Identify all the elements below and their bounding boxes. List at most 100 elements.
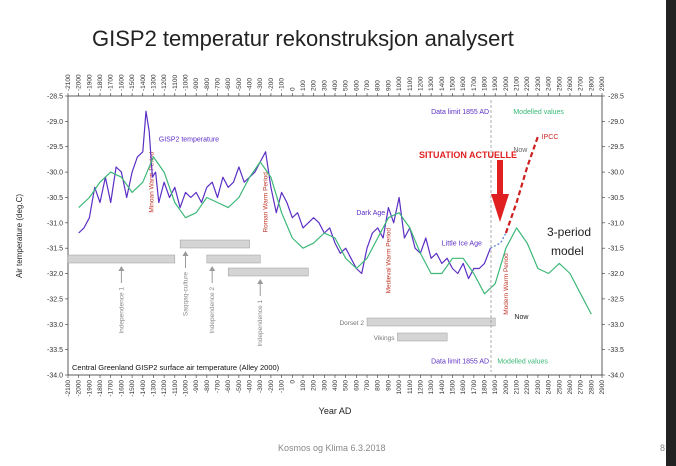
x-tick-label-top: -1100 — [172, 74, 179, 91]
x-tick-label: -1900 — [86, 380, 93, 397]
x-tick-label: 1700 — [471, 380, 478, 395]
x-tick-label-top: 900 — [385, 80, 392, 91]
y-tick-label-right: -30.0 — [608, 170, 624, 177]
x-tick-label-top: 2600 — [567, 76, 574, 91]
x-tick-label: 2800 — [588, 380, 595, 395]
x-tick-label-top: -600 — [225, 78, 232, 91]
x-tick-label-top: 400 — [332, 80, 339, 91]
x-tick-label: -1500 — [129, 380, 136, 397]
slide-footer: Kosmos og Klima 6.3.2018 — [278, 443, 386, 453]
annotation-label: Now — [513, 147, 528, 154]
x-tick-label: -1400 — [140, 380, 147, 397]
page-number: 8 — [660, 443, 666, 453]
window-edge — [666, 0, 676, 466]
annotation-label: Data limit 1855 AD — [431, 109, 489, 116]
x-tick-label: -900 — [193, 380, 200, 393]
x-tick-label: 200 — [311, 380, 318, 391]
x-tick-label: -1000 — [182, 380, 189, 397]
x-tick-label: -300 — [257, 380, 264, 393]
y-tick-label: -30.5 — [47, 195, 63, 202]
x-tick-label: -1800 — [97, 380, 104, 397]
x-tick-label: 1000 — [396, 380, 403, 395]
y-tick-label-right: -32.0 — [608, 271, 624, 278]
x-tick-label: -1100 — [172, 380, 179, 397]
x-tick-label-top: -1500 — [129, 74, 136, 91]
x-tick-label-top: 2100 — [514, 76, 521, 91]
culture-bar-arrowhead — [257, 279, 264, 284]
y-tick-label-right: -33.5 — [608, 347, 624, 354]
chart-caption: Central Greenland GISP2 surface air temp… — [72, 363, 280, 372]
x-tick-label-top: 2500 — [556, 76, 563, 91]
y-tick-label: -33.0 — [47, 322, 63, 329]
x-tick-label: -1600 — [118, 380, 125, 397]
x-tick-label: -2100 — [65, 380, 72, 397]
x-tick-label-top: 1100 — [407, 77, 414, 91]
x-tick-label-top: -200 — [268, 78, 275, 91]
x-tick-label: 2900 — [599, 380, 606, 395]
x-tick-label-top: 2700 — [578, 76, 585, 91]
model-label-line2: model — [551, 244, 584, 258]
x-tick-label: 2100 — [514, 380, 521, 395]
x-tick-label-top: 2400 — [546, 76, 553, 91]
x-tick-label-top: -1700 — [108, 74, 115, 91]
period-label: Medieval Warm Period — [385, 228, 392, 294]
x-tick-label-top: 2800 — [588, 76, 595, 91]
culture-bar-label: Dorset 2 — [339, 320, 364, 327]
x-tick-label-top: 700 — [364, 80, 371, 91]
x-tick-label: 0 — [289, 380, 296, 384]
situation-arrow — [491, 160, 509, 222]
y-tick-label: -34.0 — [47, 373, 63, 380]
x-tick-label-top: 2900 — [599, 76, 606, 91]
annotation-label: GISP2 temperature — [159, 137, 219, 144]
y-tick-label-right: -31.5 — [608, 246, 624, 253]
x-tick-label: -100 — [279, 380, 286, 393]
annotation-label: Dark Age — [356, 210, 385, 217]
situation-actuelle-label: SITUATION ACTUELLE — [419, 150, 517, 160]
x-tick-label-top: -900 — [193, 78, 200, 91]
x-tick-label-top: 1300 — [428, 76, 435, 91]
culture-bar-label: Independence 1 — [118, 287, 125, 334]
x-tick-label-top: 1600 — [460, 76, 467, 91]
culture-bar-arrowhead — [209, 266, 216, 271]
culture-bar-label: Vikings — [374, 335, 396, 342]
x-tick-label-top: 800 — [375, 80, 382, 91]
y-tick-label-right: -33.0 — [608, 322, 624, 329]
series-line-3-period-model — [78, 156, 592, 315]
x-tick-label-top: 2000 — [503, 76, 510, 91]
x-tick-label-top: 300 — [321, 80, 328, 91]
annotation-label: IPCC — [542, 134, 559, 141]
y-tick-label-right: -32.5 — [608, 296, 624, 303]
x-tick-label: -700 — [215, 380, 222, 393]
culture-bar-arrowhead — [182, 251, 189, 256]
series-line-ipcc-projection — [504, 136, 539, 234]
y-tick-label-right: -29.0 — [608, 119, 624, 126]
x-tick-label: 1200 — [417, 380, 424, 395]
x-tick-label: 2000 — [503, 380, 510, 395]
y-tick-label-right: -29.5 — [608, 144, 624, 151]
period-label: Modern Warm Period — [503, 253, 510, 315]
y-tick-label: -32.5 — [47, 296, 63, 303]
x-tick-label: 2200 — [524, 380, 531, 395]
x-tick-label-top: -1000 — [182, 74, 189, 91]
x-tick-label-top: 1500 — [449, 76, 456, 91]
x-tick-label-top: 1400 — [439, 76, 446, 91]
culture-bar-label: Saqqaq-culture — [182, 272, 189, 316]
x-tick-label: 2500 — [556, 380, 563, 395]
culture-bar-arrowhead — [118, 266, 125, 271]
x-tick-label: 1500 — [449, 380, 456, 395]
annotation-label: Now — [514, 314, 529, 321]
x-tick-label: 1800 — [482, 380, 489, 395]
x-tick-label-top: 500 — [343, 80, 350, 91]
x-tick-label-top: -1400 — [140, 74, 147, 91]
period-label: Minoan Warm Period — [148, 151, 155, 212]
x-tick-label-top: 1200 — [417, 76, 424, 91]
x-tick-label-top: 0 — [289, 87, 296, 91]
y-tick-label: -33.5 — [47, 347, 63, 354]
y-tick-label: -30.0 — [47, 170, 63, 177]
x-tick-label-top: 200 — [311, 80, 318, 91]
x-tick-label: -200 — [268, 380, 275, 393]
x-tick-label-top: -2100 — [65, 74, 72, 91]
x-tick-label: 900 — [385, 380, 392, 391]
